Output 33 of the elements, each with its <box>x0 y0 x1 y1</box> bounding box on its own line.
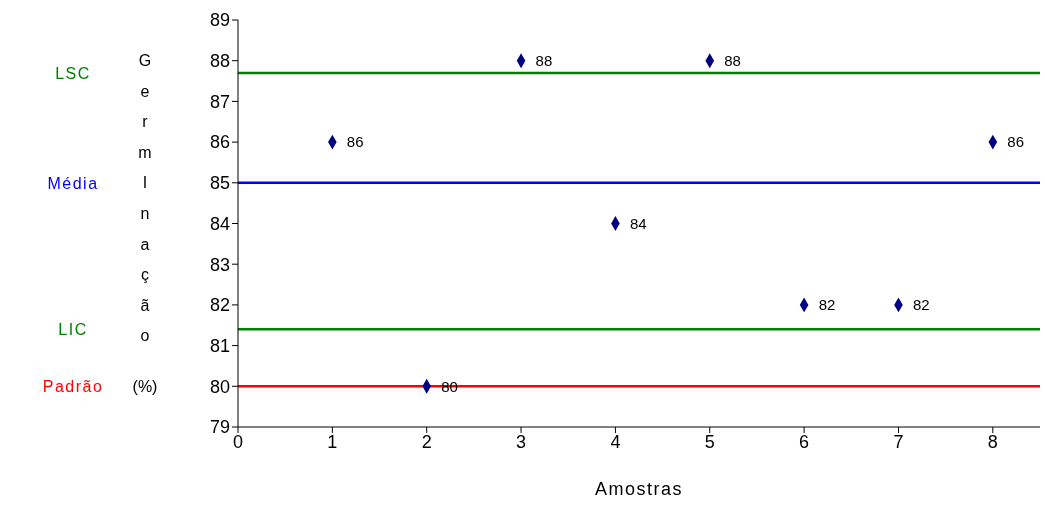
data-label: 82 <box>818 296 836 314</box>
y-tick-label: 89 <box>209 10 230 31</box>
data-label: 86 <box>1007 133 1025 151</box>
y-tick-label: 85 <box>209 173 230 194</box>
y-tick-label: 83 <box>209 254 230 275</box>
ref-line-label: LSC <box>55 64 91 82</box>
x-tick-label: 6 <box>799 431 810 452</box>
y-tick-label: 86 <box>209 132 230 153</box>
data-label: 82 <box>912 296 930 314</box>
data-label: 86 <box>346 133 364 151</box>
data-label: 88 <box>535 52 553 70</box>
y-tick-label: 82 <box>209 295 230 316</box>
ref-line-label: Padrão <box>42 378 104 396</box>
y-tick-label: 87 <box>209 91 230 112</box>
y-tick-label: 80 <box>209 376 230 397</box>
x-tick-label: 8 <box>987 431 998 452</box>
data-label: 88 <box>724 52 741 70</box>
x-tick-label: 1 <box>327 431 338 452</box>
x-tick-label: 5 <box>704 431 715 452</box>
x-tick-label: 0 <box>232 431 244 452</box>
x-tick-label: 4 <box>610 431 621 452</box>
y-tick-label: 88 <box>209 51 230 72</box>
y-tick-label: 79 <box>209 417 230 438</box>
x-tick-label: 3 <box>516 431 527 452</box>
x-axis-title: Amostras <box>594 479 684 499</box>
data-label: 84 <box>629 214 647 232</box>
x-tick-label: 2 <box>421 431 432 452</box>
text: GermInação (%) <box>132 52 158 395</box>
ref-line-label: Média <box>47 174 99 192</box>
ref-line-label: LIC <box>58 321 88 339</box>
y-tick-label: 84 <box>209 213 230 234</box>
x-tick-label: 7 <box>893 431 904 452</box>
y-tick-label: 81 <box>209 335 230 356</box>
